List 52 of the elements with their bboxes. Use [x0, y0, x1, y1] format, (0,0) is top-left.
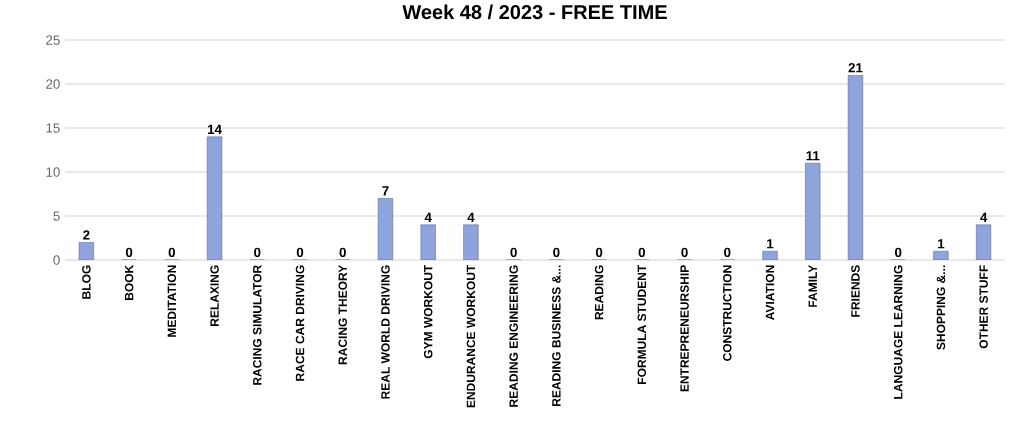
- x-tick-label: GYM WORKOUT: [423, 264, 433, 359]
- data-label: 0: [254, 247, 261, 258]
- x-tick-label: ENDURANCE WORKOUT: [466, 264, 476, 408]
- x-tick-label: LANGUAGE LEARNING: [893, 265, 903, 399]
- x-tick-label: FRIENDS: [851, 265, 860, 317]
- x-tick-label: FAMILY: [808, 264, 817, 307]
- data-label: 2: [83, 230, 90, 240]
- data-label: 7: [382, 186, 389, 196]
- data-label: 0: [681, 247, 688, 258]
- data-label: 1: [767, 239, 774, 249]
- x-tick-label: RACING THEORY: [338, 264, 347, 365]
- data-label: 0: [296, 247, 304, 258]
- x-tick-label: OTHER STUFF: [979, 265, 988, 349]
- data-label: 11: [806, 151, 820, 161]
- data-label: 0: [895, 247, 902, 258]
- x-tick-label: BOOK: [124, 264, 134, 300]
- x-tick-label: READING BUSINESS &...: [552, 265, 561, 406]
- data-label: 0: [339, 247, 346, 258]
- x-tick-label: MEDITATION: [167, 265, 177, 337]
- data-label: 4: [424, 212, 432, 222]
- y-tick-label: 15: [46, 123, 60, 133]
- x-tick-label: REAL WORLD DRIVING: [381, 265, 390, 399]
- data-label: 0: [510, 247, 517, 258]
- data-label: 0: [125, 247, 133, 258]
- y-tick-label: 10: [46, 167, 60, 177]
- x-tick-label: SHOPPING &...: [936, 265, 946, 350]
- data-label: 0: [168, 247, 175, 258]
- data-label: 0: [553, 247, 560, 258]
- data-label: 1: [938, 239, 945, 249]
- y-tick-label: 5: [53, 211, 60, 221]
- data-label: 0: [724, 247, 731, 258]
- y-tick-label: 25: [46, 35, 60, 45]
- x-tick-label: READING: [594, 265, 604, 320]
- x-tick-label: FORMULA STUDENT: [637, 264, 647, 384]
- x-tick-label: ENTREPRENEURSHIP: [680, 265, 689, 392]
- data-label: 0: [638, 247, 645, 258]
- bar: [463, 224, 479, 261]
- data-label: 0: [595, 247, 603, 258]
- y-tick-label: 20: [46, 79, 60, 89]
- y-tick-label: 0: [53, 255, 60, 265]
- x-tick-label: AVIATION: [765, 265, 775, 320]
- chart-title: Week 48 / 2023 - FREE TIME: [402, 4, 667, 20]
- x-tick-label: RELAXING: [210, 265, 219, 326]
- data-label: 4: [467, 212, 475, 222]
- x-tick-label: READING ENGINEERING: [509, 265, 518, 407]
- x-tick-label: CONSTRUCTION: [723, 265, 732, 361]
- x-tick-label: RACING SIMULATOR: [253, 264, 262, 385]
- data-label: 21: [848, 63, 863, 73]
- x-tick-label: BLOG: [82, 265, 91, 299]
- x-tick-label: RACE CAR DRIVING: [295, 265, 305, 381]
- data-label: 14: [207, 124, 222, 134]
- data-label: 4: [980, 212, 988, 222]
